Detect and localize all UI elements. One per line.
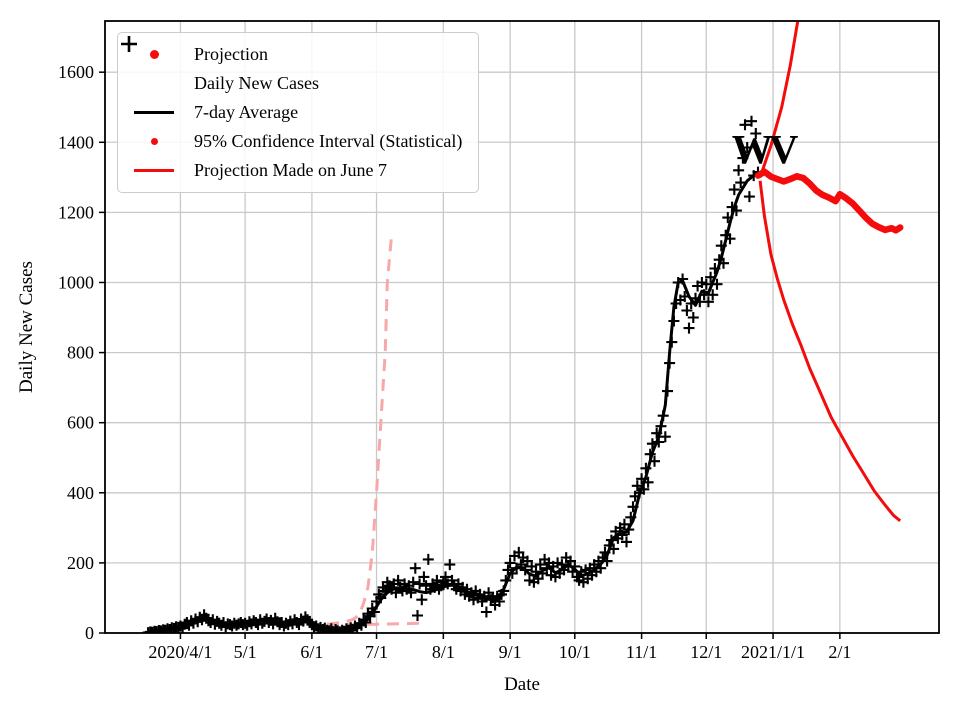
svg-text:5/1: 5/1: [234, 642, 257, 662]
legend: Projection Daily New Cases 7-day Average 95…: [117, 32, 480, 193]
legend-label: Projection Made on June 7: [194, 160, 387, 180]
daily-new-cases-scatter: [142, 115, 764, 633]
svg-text:6/1: 6/1: [300, 642, 323, 662]
legend-row-4: Projection Made on June 7: [126, 156, 462, 185]
june7-ci-upper-line: [326, 239, 393, 626]
svg-text:11/1: 11/1: [626, 642, 657, 662]
projection-ci-lower-line: [758, 180, 902, 522]
dot-marker-icon: [126, 50, 182, 59]
svg-text:400: 400: [67, 483, 94, 503]
series-layer: [142, 21, 904, 633]
axes-frame: [104, 20, 940, 634]
svg-text:1000: 1000: [58, 272, 94, 292]
legend-label: Daily New Cases: [194, 73, 319, 93]
svg-text:600: 600: [67, 413, 94, 433]
projection-ci-upper-line: [758, 21, 800, 178]
legend-row-1: Daily New Cases: [121, 36, 462, 98]
legend-label: Projection: [194, 44, 268, 64]
x-tick-labels: 2020/4/1 5/1 6/1 7/1 8/1 9/1 10/1 11/1 12/1 2021/…: [148, 642, 851, 662]
svg-text:10/1: 10/1: [559, 642, 591, 662]
svg-text:8/1: 8/1: [432, 642, 455, 662]
state-annotation: WV: [731, 126, 799, 172]
svg-text:9/1: 9/1: [499, 642, 522, 662]
legend-row-0: Projection: [126, 40, 462, 69]
svg-text:800: 800: [67, 343, 94, 363]
legend-label: 95% Confidence Interval (Statistical): [194, 131, 463, 151]
svg-text:0: 0: [85, 623, 94, 643]
tick-marks: [99, 71, 841, 639]
svg-text:2021/1/1: 2021/1/1: [741, 642, 805, 662]
june7-ci-lower-line: [326, 621, 422, 627]
svg-text:1600: 1600: [58, 62, 94, 82]
svg-text:1200: 1200: [58, 202, 94, 222]
y-tick-labels: 0 200 400 600 800 1000 1200 1400 1600: [58, 62, 94, 643]
legend-row-3: 95% Confidence Interval (Statistical): [126, 127, 462, 156]
projection-line: [754, 168, 904, 234]
y-axis-label: Daily New Cases: [16, 261, 37, 393]
line-marker-icon: [126, 110, 182, 115]
svg-text:1400: 1400: [58, 132, 94, 152]
svg-text:2/1: 2/1: [828, 642, 851, 662]
legend-row-2: 7-day Average: [126, 98, 462, 127]
line-marker-icon: [126, 169, 182, 172]
svg-text:2020/4/1: 2020/4/1: [148, 642, 212, 662]
svg-text:12/1: 12/1: [690, 642, 722, 662]
x-axis-label: Date: [504, 674, 540, 695]
svg-text:7/1: 7/1: [365, 642, 388, 662]
legend-label: 7-day Average: [194, 102, 299, 122]
dot-marker-icon: [126, 138, 182, 145]
svg-text:200: 200: [67, 553, 94, 573]
